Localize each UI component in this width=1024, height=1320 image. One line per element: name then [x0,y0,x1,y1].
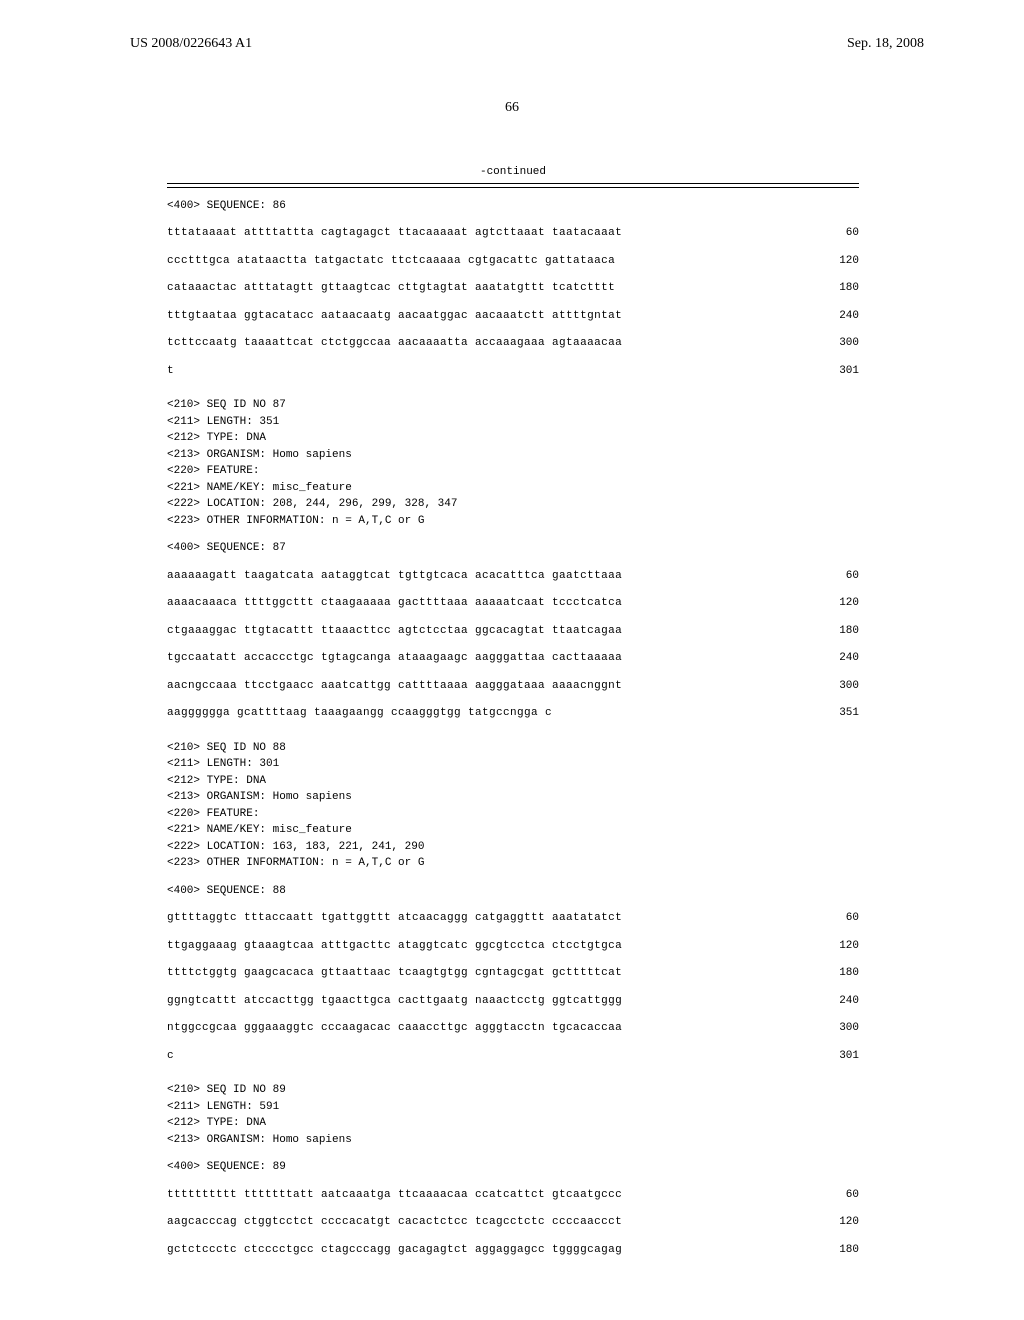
sequence-line: tcttccaatg taaaattcat ctctggccaa aacaaaa… [167,335,859,352]
metadata-line: <221> NAME/KEY: misc_feature [167,822,859,839]
sequence-text: ttttctggtg gaagcacaca gttaattaac tcaagtg… [167,965,622,982]
metadata-line: <210> SEQ ID NO 87 [167,397,859,414]
page-number: 66 [0,100,1024,116]
sequence-text: tttgtaataa ggtacatacc aataacaatg aacaatg… [167,308,622,325]
sequence-line: ttttctggtg gaagcacaca gttaattaac tcaagtg… [167,965,859,982]
sequence-header: <400> SEQUENCE: 88 [167,883,859,900]
sequence-position: 180 [829,280,859,297]
sequence-text: tttttttttt tttttttatt aatcaaatga ttcaaaa… [167,1187,622,1204]
sequence-line: tttataaaat attttattta cagtagagct ttacaaa… [167,225,859,242]
sequence-position: 60 [829,225,859,242]
metadata-block: <210> SEQ ID NO 88<211> LENGTH: 301<212>… [167,740,859,872]
metadata-line: <222> LOCATION: 163, 183, 221, 241, 290 [167,839,859,856]
sequence-line: t 301 [167,363,859,380]
sequence-position: 300 [829,678,859,695]
metadata-line: <210> SEQ ID NO 88 [167,740,859,757]
sequence-text: tttataaaat attttattta cagtagagct ttacaaa… [167,225,622,242]
sequence-position: 240 [829,993,859,1010]
sequence-line: ctgaaaggac ttgtacattt ttaaacttcc agtctcc… [167,623,859,640]
sequence-text: aaaacaaaca ttttggcttt ctaagaaaaa gactttt… [167,595,622,612]
sequence-text: c [167,1048,174,1065]
sequence-text: aagcacccag ctggtcctct ccccacatgt cacactc… [167,1214,622,1231]
sequence-line: tttgtaataa ggtacatacc aataacaatg aacaatg… [167,308,859,325]
sequence-position: 60 [829,1187,859,1204]
metadata-block: <210> SEQ ID NO 89<211> LENGTH: 591<212>… [167,1082,859,1148]
sequence-line: aaaaaagatt taagatcata aataggtcat tgttgtc… [167,568,859,585]
sequence-header: <400> SEQUENCE: 89 [167,1159,859,1176]
sequence-position: 351 [829,705,859,722]
sequence-text: ttgaggaaag gtaaagtcaa atttgacttc ataggtc… [167,938,622,955]
sequence-position: 120 [829,253,859,270]
sequence-line: ccctttgca atataactta tatgactatc ttctcaaa… [167,253,859,270]
sequence-text: ggngtcattt atccacttgg tgaacttgca cacttga… [167,993,622,1010]
sequence-line: aaaacaaaca ttttggcttt ctaagaaaaa gactttt… [167,595,859,612]
metadata-line: <211> LENGTH: 591 [167,1099,859,1116]
sequence-line: ntggccgcaa gggaaaggtc cccaagacac caaacct… [167,1020,859,1037]
metadata-line: <220> FEATURE: [167,806,859,823]
sequence-position: 300 [829,1020,859,1037]
sequence-header: <400> SEQUENCE: 87 [167,540,859,557]
sequence-position: 120 [829,595,859,612]
publication-date: Sep. 18, 2008 [847,36,924,52]
sequence-text: ntggccgcaa gggaaaggtc cccaagacac caaacct… [167,1020,622,1037]
sequence-position: 180 [829,1242,859,1259]
metadata-block: <210> SEQ ID NO 87<211> LENGTH: 351<212>… [167,397,859,529]
sequence-text: cataaactac atttatagtt gttaagtcac cttgtag… [167,280,615,297]
continued-label: -continued [167,164,859,181]
sequence-line: tgccaatatt accaccctgc tgtagcanga ataaaga… [167,650,859,667]
sequence-line: aagggggga gcattttaag taaagaangg ccaagggt… [167,705,859,722]
sequence-line: aacngccaaa ttcctgaacc aaatcattgg catttta… [167,678,859,695]
sequence-position: 240 [829,308,859,325]
metadata-line: <210> SEQ ID NO 89 [167,1082,859,1099]
metadata-line: <213> ORGANISM: Homo sapiens [167,789,859,806]
sequence-text: gttttaggtc tttaccaatt tgattggttt atcaaca… [167,910,622,927]
sequence-line: gttttaggtc tttaccaatt tgattggttt atcaaca… [167,910,859,927]
metadata-line: <212> TYPE: DNA [167,773,859,790]
sequence-line: tttttttttt tttttttatt aatcaaatga ttcaaaa… [167,1187,859,1204]
sequence-position: 180 [829,965,859,982]
publication-number: US 2008/0226643 A1 [130,36,252,52]
sequence-text: aagggggga gcattttaag taaagaangg ccaagggt… [167,705,552,722]
sequence-position: 300 [829,335,859,352]
divider-top [167,183,859,184]
sequence-text: gctctccctc ctcccctgcc ctagcccagg gacagag… [167,1242,622,1259]
sequence-text: tcttccaatg taaaattcat ctctggccaa aacaaaa… [167,335,622,352]
metadata-line: <213> ORGANISM: Homo sapiens [167,447,859,464]
sequence-header: <400> SEQUENCE: 86 [167,198,859,215]
sequence-position: 240 [829,650,859,667]
sequence-position: 60 [829,910,859,927]
sequence-text: ctgaaaggac ttgtacattt ttaaacttcc agtctcc… [167,623,622,640]
sequence-position: 301 [829,363,859,380]
sequence-position: 60 [829,568,859,585]
metadata-line: <211> LENGTH: 301 [167,756,859,773]
sequence-line: gctctccctc ctcccctgcc ctagcccagg gacagag… [167,1242,859,1259]
sequence-line: ggngtcattt atccacttgg tgaacttgca cacttga… [167,993,859,1010]
sequence-text: tgccaatatt accaccctgc tgtagcanga ataaaga… [167,650,622,667]
sequence-line: cataaactac atttatagtt gttaagtcac cttgtag… [167,280,859,297]
sequence-position: 180 [829,623,859,640]
sequence-text: ccctttgca atataactta tatgactatc ttctcaaa… [167,253,615,270]
sequence-text: t [167,363,174,380]
sequence-line: ttgaggaaag gtaaagtcaa atttgacttc ataggtc… [167,938,859,955]
metadata-line: <221> NAME/KEY: misc_feature [167,480,859,497]
metadata-line: <213> ORGANISM: Homo sapiens [167,1132,859,1149]
metadata-line: <223> OTHER INFORMATION: n = A,T,C or G [167,513,859,530]
blocks-container: <400> SEQUENCE: 86 tttataaaat attttattta … [167,198,859,1259]
metadata-line: <212> TYPE: DNA [167,1115,859,1132]
sequence-content: -continued <400> SEQUENCE: 86 tttataaaat … [0,116,1024,1258]
metadata-line: <212> TYPE: DNA [167,430,859,447]
sequence-position: 120 [829,938,859,955]
metadata-line: <223> OTHER INFORMATION: n = A,T,C or G [167,855,859,872]
sequence-line: aagcacccag ctggtcctct ccccacatgt cacactc… [167,1214,859,1231]
divider-thin [167,187,859,188]
metadata-line: <220> FEATURE: [167,463,859,480]
sequence-position: 301 [829,1048,859,1065]
sequence-line: c 301 [167,1048,859,1065]
sequence-position: 120 [829,1214,859,1231]
sequence-text: aaaaaagatt taagatcata aataggtcat tgttgtc… [167,568,622,585]
metadata-line: <211> LENGTH: 351 [167,414,859,431]
sequence-text: aacngccaaa ttcctgaacc aaatcattgg catttta… [167,678,622,695]
metadata-line: <222> LOCATION: 208, 244, 296, 299, 328,… [167,496,859,513]
